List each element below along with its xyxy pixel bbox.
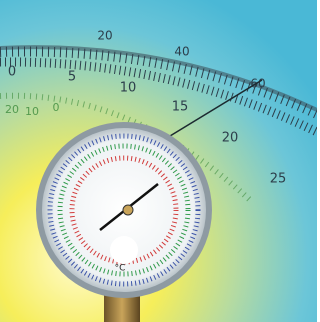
scale-label: 25 [270,172,287,187]
scale-label: 5 [68,70,76,85]
photo: 20 40 60 0 5 10 15 20 25 20 10 0 °C [0,0,317,322]
scale-label: 40 [174,45,189,59]
glare [110,236,138,264]
scale-label: 0 [8,65,16,80]
scale-label: 15 [172,100,189,115]
needle-hub [123,205,133,215]
scale-label: 10 [25,105,39,118]
gauge-unit: °C [115,264,126,274]
scale-label: 20 [222,131,239,146]
scale-label: 0 [53,101,60,114]
scale-label: 20 [97,29,112,43]
scale-label: 20 [5,103,19,116]
scale-label: 60 [250,77,265,91]
scale-label: 10 [120,81,137,96]
